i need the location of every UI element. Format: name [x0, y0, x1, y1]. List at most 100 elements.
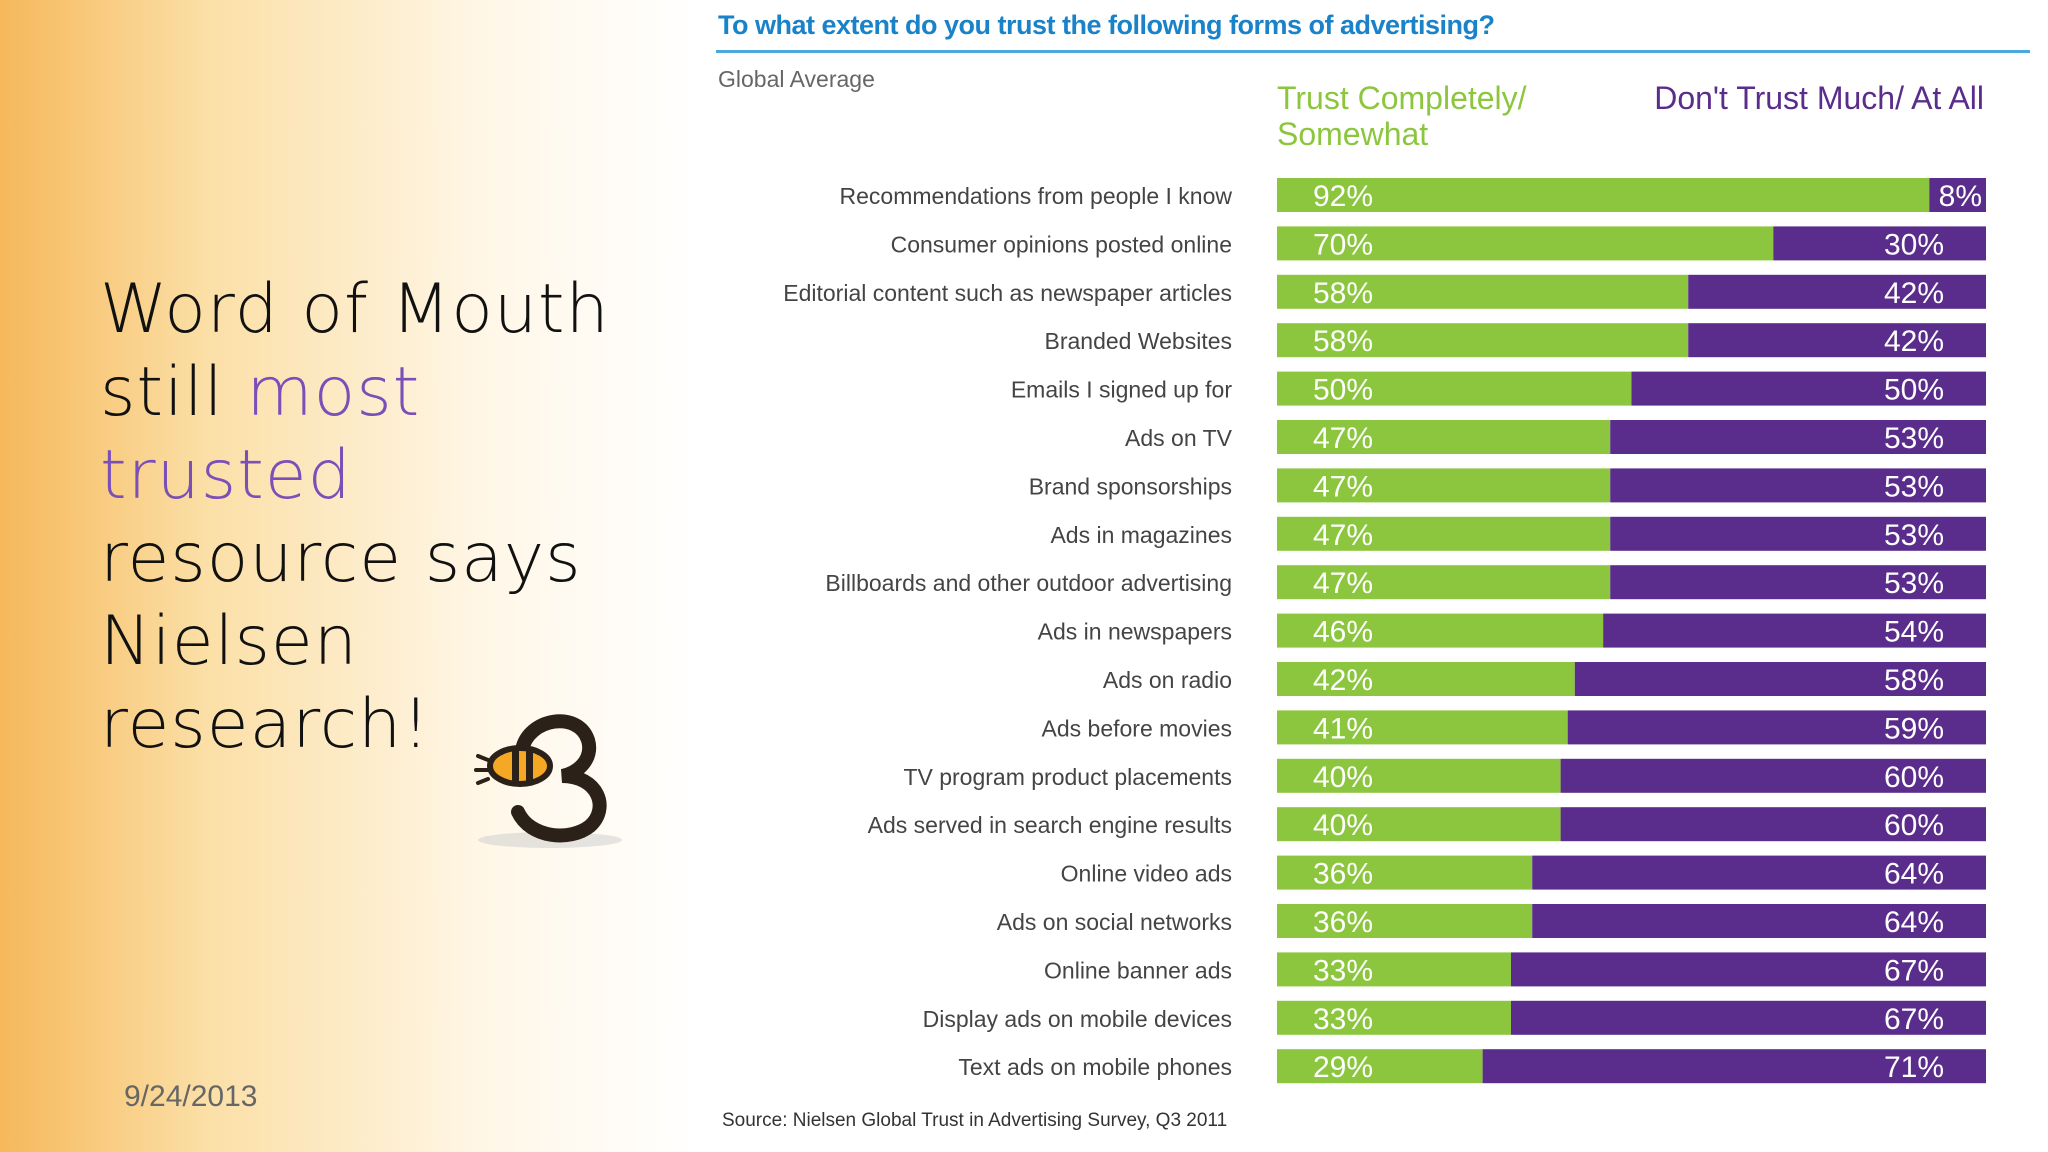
chart-title: To what extent do you trust the followin… [718, 10, 1495, 40]
bar-row: Brand sponsorships 47% 53% [1029, 468, 1986, 503]
value-label-trust: 33% [1313, 1003, 1373, 1036]
bar-row: Online video ads 36% 64% [1061, 855, 1986, 891]
bar-distrust [1610, 565, 1986, 600]
headline-line-4: Nielsen [100, 602, 358, 681]
value-label-trust: 47% [1313, 519, 1373, 552]
bar-trust [1277, 855, 1533, 890]
value-label-distrust: 60% [1884, 761, 1944, 794]
value-label-trust: 29% [1313, 1051, 1373, 1084]
bar-trust [1277, 758, 1561, 793]
headline-line-5: research! [100, 685, 431, 764]
chart-subtitle: Global Average [718, 66, 875, 92]
headline-line-3: resource says [100, 519, 582, 598]
value-label-distrust: 71% [1884, 1051, 1944, 1084]
bar-row: Ads on TV 47% 53% [1125, 420, 1986, 455]
category-label: Display ads on mobile devices [923, 1006, 1232, 1032]
category-label: Recommendations from people I know [840, 183, 1233, 209]
value-label-trust: 33% [1313, 954, 1373, 987]
category-label: Text ads on mobile phones [958, 1054, 1232, 1080]
bar-distrust [1482, 1049, 1986, 1084]
bar-row: Ads in magazines 47% 53% [1050, 516, 1986, 552]
bar-distrust [1567, 710, 1986, 745]
value-label-distrust: 60% [1884, 809, 1944, 842]
value-label-distrust: 58% [1884, 664, 1944, 697]
bar-distrust [1532, 904, 1986, 938]
category-label: Ads in newspapers [1038, 619, 1232, 645]
bar-row: Ads in newspapers 46% 54% [1038, 613, 1986, 649]
bar-row: Branded Websites 58% 42% [1044, 323, 1986, 358]
category-label: Online banner ads [1044, 957, 1232, 983]
bar-trust [1277, 710, 1568, 745]
slide-date: 9/24/2013 [124, 1080, 258, 1113]
headline-line-2: still most trusted [100, 351, 680, 517]
value-label-trust: 40% [1313, 809, 1373, 842]
headline-highlight: most trusted [100, 353, 421, 515]
value-label-distrust: 42% [1884, 325, 1944, 358]
value-label-trust: 47% [1313, 422, 1373, 455]
slide-headline: Word of Mouth still most trusted resourc… [100, 268, 680, 766]
value-label-trust: 40% [1313, 761, 1373, 794]
value-label-distrust: 59% [1884, 712, 1944, 745]
value-label-distrust: 67% [1884, 954, 1944, 987]
value-label-trust: 36% [1313, 906, 1373, 939]
value-label-trust: 47% [1313, 470, 1373, 503]
bar-distrust [1610, 420, 1986, 454]
category-label: Ads on TV [1125, 425, 1233, 451]
bar-trust [1277, 420, 1611, 454]
bar-trust [1277, 1049, 1483, 1084]
value-label-trust: 70% [1313, 228, 1373, 261]
bar-distrust [1510, 952, 1986, 987]
bar-distrust [1929, 178, 1986, 212]
value-label-distrust: 50% [1884, 374, 1944, 407]
bar-trust [1277, 323, 1689, 358]
value-label-distrust: 53% [1884, 567, 1944, 600]
category-label: Brand sponsorships [1029, 473, 1232, 499]
category-label: Branded Websites [1044, 328, 1232, 354]
value-label-trust: 58% [1313, 325, 1373, 358]
legend-trust: Trust Completely/ Somewhat [1277, 80, 1527, 152]
bar-distrust [1532, 855, 1986, 890]
category-label: Online video ads [1061, 861, 1232, 887]
value-label-trust: 50% [1313, 374, 1373, 407]
category-label: Billboards and other outdoor advertising [825, 570, 1232, 596]
headline-line-2-prefix: still [100, 353, 247, 432]
value-label-trust: 58% [1313, 277, 1373, 310]
value-label-distrust: 64% [1884, 906, 1944, 939]
legend-distrust: Don't Trust Much/ At All [1654, 80, 1984, 116]
bar-trust [1277, 662, 1575, 696]
bar-row: Text ads on mobile phones 29% 71% [958, 1049, 1986, 1084]
bar-row: Ads on social networks 36% 64% [997, 904, 1986, 939]
bar-trust [1277, 904, 1533, 938]
value-label-trust: 36% [1313, 858, 1373, 891]
value-label-trust: 92% [1313, 180, 1373, 213]
value-label-trust: 47% [1313, 567, 1373, 600]
chart-source: Source: Nielsen Global Trust in Advertis… [722, 1110, 1228, 1131]
category-label: Ads in magazines [1050, 522, 1232, 548]
bar-row: TV program product placements 40% 60% [903, 758, 1986, 794]
bar-distrust [1688, 323, 1986, 358]
bar-row: Editorial content such as newspaper arti… [783, 274, 1986, 310]
bar-row: Display ads on mobile devices 33% 67% [923, 1000, 1986, 1036]
bar-trust [1277, 565, 1611, 600]
bar-row: Consumer opinions posted online 70% 30% [891, 226, 1986, 261]
bar-distrust [1560, 807, 1986, 842]
headline-line-1: Word of Mouth [100, 270, 610, 349]
category-label: Ads before movies [1042, 715, 1232, 741]
value-label-trust: 41% [1313, 712, 1373, 745]
bar-trust [1277, 178, 1930, 212]
bar-row: Online banner ads 33% 67% [1044, 952, 1986, 987]
category-label: Ads on radio [1103, 667, 1232, 693]
value-label-trust: 42% [1313, 664, 1373, 697]
category-label: Ads on social networks [997, 909, 1232, 935]
bar-distrust [1631, 371, 1986, 406]
bar-row: Billboards and other outdoor advertising… [825, 565, 1986, 600]
value-label-distrust: 64% [1884, 858, 1944, 891]
bar-trust [1277, 371, 1632, 406]
bar-distrust [1574, 662, 1986, 696]
bar-trust [1277, 516, 1611, 551]
bee-logo-icon [474, 714, 622, 848]
bar-distrust [1510, 1000, 1986, 1035]
bar-row: Ads on radio 42% 58% [1103, 662, 1986, 697]
bar-row: Ads served in search engine results 40% 60… [868, 807, 1986, 842]
